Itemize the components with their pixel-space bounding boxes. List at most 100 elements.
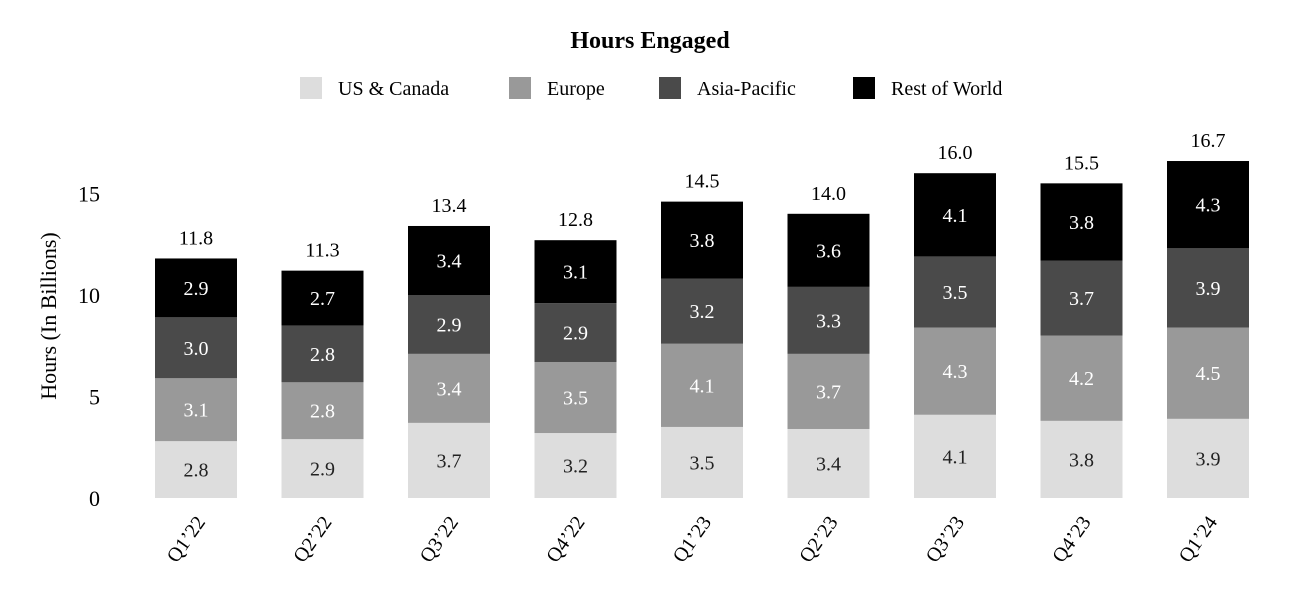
data-label: 3.1 — [184, 400, 209, 422]
bar-stack[interactable]: 4.1 4.3 3.5 4.1 16.0 — [914, 142, 996, 498]
bar-segment[interactable] — [281, 325, 364, 383]
bar-segment[interactable] — [408, 295, 490, 354]
bar-segment[interactable] — [914, 173, 996, 257]
bar-segment[interactable] — [914, 414, 996, 498]
x-tick-label: Q2’22 — [289, 512, 336, 566]
data-label: 3.7 — [437, 450, 462, 472]
bar-segment[interactable] — [408, 353, 490, 423]
data-label: 3.2 — [563, 456, 588, 478]
legend-swatch-asia-pacific[interactable] — [659, 77, 681, 99]
bar-stack[interactable]: 3.7 3.4 2.9 3.4 13.4 — [408, 195, 490, 498]
x-tick-label: Q3’22 — [416, 512, 463, 566]
bar-segment[interactable] — [914, 327, 996, 415]
total-label: 11.8 — [179, 227, 213, 249]
bar-stack[interactable]: 3.5 4.1 3.2 3.8 14.5 — [661, 171, 743, 498]
data-label: 4.2 — [1069, 368, 1094, 390]
bar-segment[interactable] — [1167, 161, 1249, 249]
bar-segment[interactable] — [1167, 248, 1249, 328]
data-label: 3.5 — [690, 452, 715, 474]
bar-segment[interactable] — [534, 361, 617, 434]
bar-segment[interactable] — [534, 433, 617, 498]
x-tick-label: Q1’23 — [669, 512, 716, 566]
bar-segment[interactable] — [1167, 418, 1249, 498]
bar-segment[interactable] — [281, 270, 364, 326]
bar-segment[interactable] — [155, 258, 237, 318]
data-label: 3.4 — [437, 250, 462, 272]
data-label: 3.6 — [816, 240, 841, 262]
legend-swatch-europe[interactable] — [509, 77, 531, 99]
bar-stack[interactable]: 3.2 3.5 2.9 3.1 12.8 — [534, 209, 617, 498]
bar-stack[interactable]: 2.8 3.1 3.0 2.9 11.8 — [155, 227, 237, 498]
data-label: 4.1 — [690, 375, 715, 397]
data-label: 2.9 — [310, 459, 335, 481]
data-label: 3.8 — [690, 230, 715, 252]
bar-segment[interactable] — [1040, 260, 1123, 336]
data-label: 3.7 — [1069, 288, 1094, 310]
bar-stack[interactable]: 3.8 4.2 3.7 3.8 15.5 — [1040, 152, 1123, 498]
y-axis-label: Hours (In Billions) — [36, 232, 61, 399]
total-label: 11.3 — [305, 240, 339, 262]
bar-stack[interactable]: 2.9 2.8 2.8 2.7 11.3 — [281, 240, 364, 498]
bar-segment[interactable] — [787, 213, 870, 287]
data-label: 3.1 — [563, 262, 588, 284]
bar-segment[interactable] — [787, 286, 870, 354]
x-tick-label: Q1’22 — [163, 512, 210, 566]
legend-swatch-rest-of-world[interactable] — [853, 77, 875, 99]
legend-label-asia-pacific[interactable]: Asia-Pacific — [697, 78, 796, 100]
bar-segment[interactable] — [155, 378, 237, 442]
bar-segment[interactable] — [661, 201, 743, 279]
data-label: 3.7 — [816, 381, 841, 403]
bar-segment[interactable] — [155, 441, 237, 498]
total-label: 12.8 — [558, 209, 593, 231]
x-tick-label: Q4’23 — [1048, 512, 1095, 566]
x-axis-ticks: Q1’22 Q2’22 Q3’22 Q4’22 Q1’23 Q2’23 Q3’23 Q4’23… — [163, 512, 1222, 566]
data-label: 3.4 — [437, 378, 462, 400]
bar-segment[interactable] — [408, 422, 490, 498]
bar-segment[interactable] — [1167, 327, 1249, 419]
bar-segment[interactable] — [1040, 420, 1123, 498]
legend-label-europe[interactable]: Europe — [547, 78, 605, 100]
bar-segment[interactable] — [661, 343, 743, 427]
data-label: 3.2 — [690, 301, 715, 323]
bar-stack[interactable]: 3.9 4.5 3.9 4.3 16.7 — [1167, 130, 1249, 498]
bar-segment[interactable] — [1040, 183, 1123, 261]
legend-label-us-canada[interactable]: US & Canada — [338, 78, 449, 100]
data-label: 3.9 — [1196, 448, 1221, 470]
bar-segment[interactable] — [1040, 335, 1123, 421]
bar-segment[interactable] — [661, 426, 743, 498]
bar-segment[interactable] — [787, 428, 870, 498]
total-label: 13.4 — [432, 195, 467, 217]
x-tick-label: Q4’22 — [542, 512, 589, 566]
bar-segment[interactable] — [408, 225, 490, 295]
data-label: 3.5 — [943, 282, 968, 304]
chart-title: Hours Engaged — [570, 28, 730, 54]
total-label: 15.5 — [1064, 152, 1099, 174]
data-label: 3.4 — [816, 453, 841, 475]
data-label: 4.1 — [943, 446, 968, 468]
bar-segment[interactable] — [534, 240, 617, 304]
bar-segment[interactable] — [661, 278, 743, 344]
legend-label-rest-of-world[interactable]: Rest of World — [891, 78, 1002, 100]
data-label: 2.9 — [184, 278, 209, 300]
data-label: 2.9 — [563, 323, 588, 345]
bar-stacks: 2.8 3.1 3.0 2.9 11.8 2.9 2.8 2.8 2.7 11.3 3.7 3.4 2.… — [155, 130, 1249, 498]
bar-stack[interactable]: 3.4 3.7 3.3 3.6 14.0 — [787, 183, 870, 498]
bar-segment[interactable] — [534, 303, 617, 362]
data-label: 4.1 — [943, 205, 968, 227]
total-label: 16.0 — [938, 142, 973, 164]
y-tick-label: 10 — [78, 283, 100, 308]
total-label: 14.0 — [811, 183, 846, 205]
legend: US & Canada Europe Asia-Pacific Rest of Wor… — [300, 77, 1002, 100]
bar-segment[interactable] — [155, 317, 237, 379]
total-label: 16.7 — [1191, 130, 1226, 152]
bar-segment[interactable] — [281, 439, 364, 498]
legend-swatch-us-canada[interactable] — [300, 77, 322, 99]
data-label: 2.9 — [437, 314, 462, 336]
bar-segment[interactable] — [914, 256, 996, 328]
bar-segment[interactable] — [787, 353, 870, 429]
data-label: 2.8 — [184, 460, 209, 482]
data-label: 3.8 — [1069, 449, 1094, 471]
bar-segment[interactable] — [281, 382, 364, 440]
